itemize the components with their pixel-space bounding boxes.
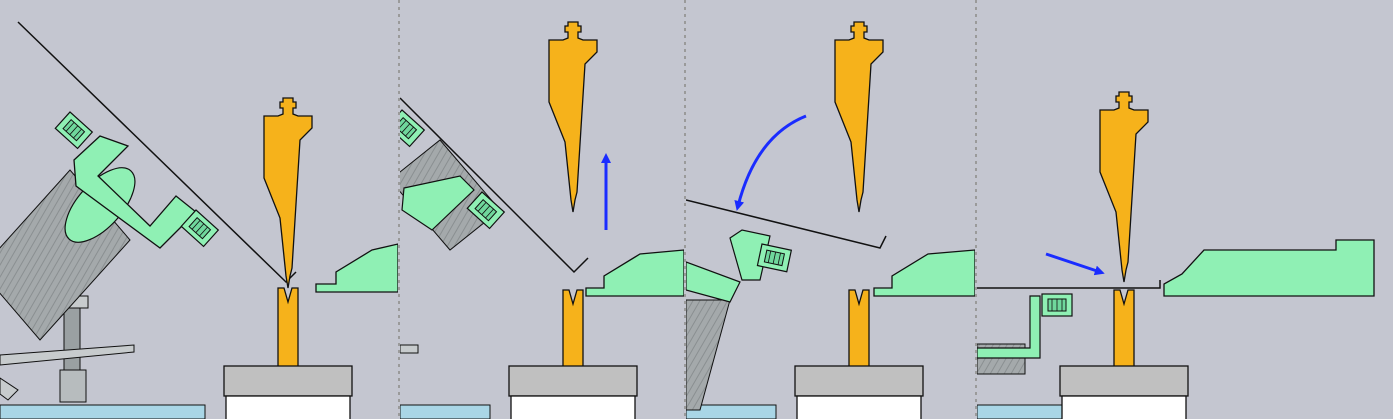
panel-step-1 — [0, 21, 398, 419]
right-arrow — [1045, 252, 1105, 276]
support-table — [315, 243, 398, 293]
sheet-metal — [17, 21, 297, 284]
sheet-metal — [686, 199, 887, 249]
sheet-metal — [977, 280, 1161, 289]
floor-plate — [0, 404, 206, 419]
sheet-metal — [400, 97, 589, 274]
panel-step-2 — [400, 21, 684, 419]
curved-arrow — [734, 114, 807, 211]
gripper — [73, 135, 197, 249]
panel-step-3 — [686, 21, 975, 419]
panel-step-4 — [977, 91, 1375, 419]
